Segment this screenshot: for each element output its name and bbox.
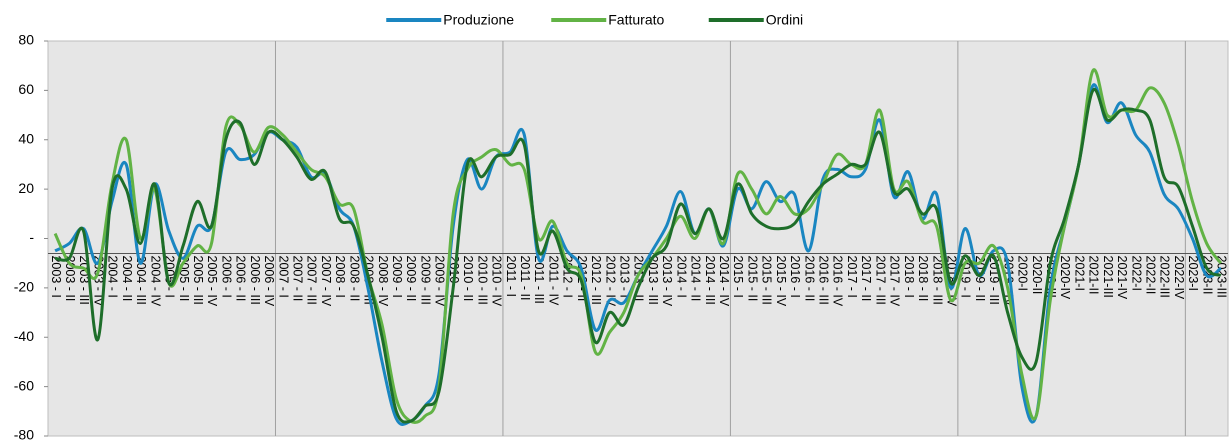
x-tick-label: 2021-I: [1072, 256, 1086, 291]
x-tick-label: 2003 - I: [49, 256, 63, 298]
x-tick-label: 2022-III: [1158, 256, 1172, 298]
x-tick-label: 2008 - IV: [376, 256, 390, 307]
x-tick-label: 2017 - II: [859, 256, 873, 302]
x-tick-label: 2005 - IV: [205, 256, 219, 307]
x-tick-label: 2007 - I: [276, 256, 290, 298]
x-tick-label: 2022-I: [1129, 256, 1143, 291]
x-tick-label: 2020-IV: [1058, 256, 1072, 300]
x-tick-label: 2017 - I: [845, 256, 859, 298]
y-tick-label: -80: [14, 427, 34, 442]
x-tick-label: 2011 - III: [532, 256, 546, 304]
x-tick-label: 2011 - I: [504, 256, 518, 297]
x-tick-label: 2017 - III: [873, 256, 887, 305]
y-tick-label: 80: [18, 32, 34, 48]
x-tick-label: 2007 - III: [305, 256, 319, 305]
x-tick-label: 2022-II: [1144, 256, 1158, 295]
x-tick-label: 2016 - I: [788, 256, 802, 298]
x-tick-label: 2015 - I: [731, 256, 745, 298]
x-tick-label: 2014 - I: [674, 256, 688, 298]
x-tick-label: 2021-III: [1101, 256, 1115, 298]
x-tick-label: 2020-I: [1016, 256, 1030, 291]
x-tick-label: 2004 - III: [134, 256, 148, 305]
x-tick-label: 2014 - IV: [717, 256, 731, 307]
x-tick-label: 2006 - I: [219, 256, 233, 298]
x-tick-label: 2006 - IV: [262, 256, 276, 307]
x-tick-label: 2016 - III: [817, 256, 831, 305]
y-tick-label: 20: [18, 180, 34, 196]
x-tick-label: 2007 - IV: [319, 256, 333, 307]
x-tick-label: 2023-I: [1186, 256, 1200, 291]
x-tick-label: 2021-IV: [1115, 256, 1129, 300]
x-tick-label: 2021-II: [1087, 256, 1101, 295]
x-tick-label: 2017 - IV: [888, 256, 902, 307]
y-tick-label: -60: [14, 377, 34, 393]
x-tick-label: 2016 - IV: [831, 256, 845, 307]
legend: Produzione Fatturato Ordini: [386, 12, 803, 28]
x-tick-label: 2022-IV: [1172, 256, 1186, 300]
legend-label: Produzione: [443, 12, 514, 28]
x-tick-label: 2011 - II: [518, 256, 532, 301]
x-tick-label: 2018 - III: [930, 256, 944, 305]
x-tick-label: 2008 - II: [347, 256, 361, 302]
y-tick-label: -: [29, 229, 34, 245]
x-tick-label: 2010 - IV: [490, 256, 504, 307]
x-tick-label: 2020-II: [1030, 256, 1044, 295]
x-tick-label: 2012 - IV: [603, 256, 617, 307]
y-tick-label: 40: [18, 130, 34, 146]
x-tick-label: 2009 - IV: [433, 256, 447, 307]
x-tick-label: 2004 - IV: [148, 256, 162, 307]
x-tick-label: 2006 - III: [248, 256, 262, 305]
x-tick-label: 2015 - IV: [774, 256, 788, 307]
x-tick-label: 2009 - III: [418, 256, 432, 305]
plot-area: [47, 40, 1229, 437]
x-tick-label: 2006 - II: [234, 256, 248, 302]
x-tick-label: 2009 - II: [404, 256, 418, 302]
x-tick-label: 2008 - I: [333, 256, 347, 298]
x-tick-label: 2010 - III: [475, 256, 489, 305]
x-tick-label: 2013 - III: [646, 256, 660, 305]
x-tick-label: 2015 - III: [760, 256, 774, 305]
x-tick-label: 2018 - I: [902, 256, 916, 298]
x-tick-label: 2009 - I: [390, 256, 404, 298]
x-tick-label: 2004 - I: [106, 256, 120, 298]
x-tick-label: 2023-III: [1215, 256, 1229, 298]
x-tick-label: 2015 - II: [745, 256, 759, 302]
x-tick-label: 2018 - II: [916, 256, 930, 302]
y-tick-label: 60: [18, 81, 34, 97]
legend-label: Fatturato: [608, 12, 664, 28]
series-line: [54, 87, 1222, 424]
x-tick-label: 2014 - III: [703, 256, 717, 305]
legend-label: Ordini: [766, 12, 803, 28]
x-tick-label: 2005 - III: [191, 256, 205, 305]
y-tick-label: -20: [14, 279, 34, 295]
x-tick-label: 2013 - IV: [660, 256, 674, 307]
x-tick-label: 2014 - II: [689, 256, 703, 302]
x-tick-label: 2010 - II: [461, 256, 475, 302]
x-tick-label: 2013 - I: [617, 256, 631, 298]
x-tick-label: 2011 - IV: [546, 256, 560, 306]
x-tick-label: 2012 - III: [589, 256, 603, 305]
y-tick-label: -40: [14, 328, 34, 344]
x-tick-label: 2007 - II: [290, 256, 304, 302]
x-tick-label: 2004 - II: [120, 256, 134, 302]
x-tick-label: 2016 - II: [802, 256, 816, 302]
